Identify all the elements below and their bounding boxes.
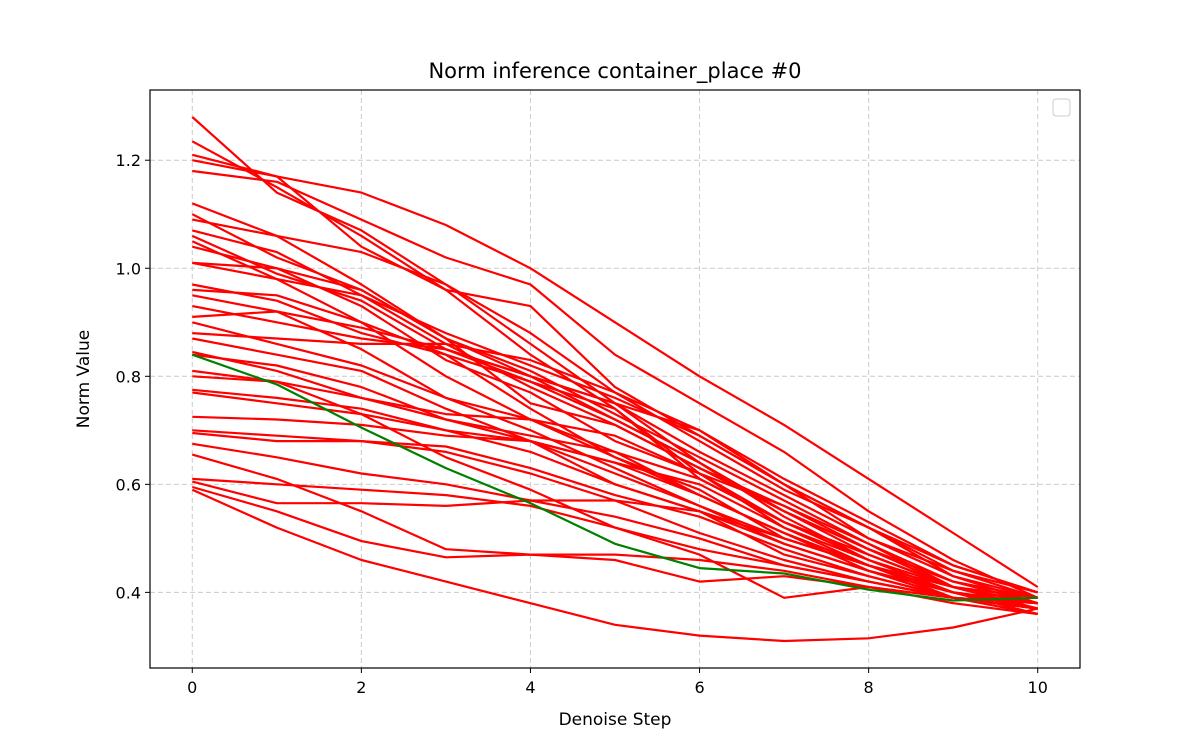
series-line-30 (192, 480, 1038, 605)
y-axis: 0.4 0.6 0.8 1.0 1.2 (116, 151, 150, 602)
series-lines (191, 116, 1039, 643)
x-tick-label: 4 (525, 678, 535, 697)
series-line-18 (192, 332, 1038, 599)
x-tick-label: 8 (864, 678, 874, 697)
x-tick-label: 6 (694, 678, 704, 697)
x-axis-label: Denoise Step (559, 710, 672, 730)
series-line-12 (192, 261, 1038, 610)
highlight-series-line (191, 353, 1038, 602)
grid-lines (150, 90, 1080, 668)
series-line-35 (192, 261, 1038, 594)
series-line-15 (192, 294, 1038, 616)
y-tick-label: 1.2 (116, 151, 141, 170)
series-line-2 (192, 153, 1039, 588)
series-line-20 (192, 353, 1038, 605)
series-line-14 (192, 288, 1038, 610)
x-axis: 0 2 4 6 8 10 (187, 668, 1048, 697)
series-line-21 (192, 375, 1038, 605)
series-line-7 (192, 218, 1038, 605)
series-line-3 (192, 169, 1039, 599)
x-tick-label: 2 (356, 678, 366, 697)
highlight-series (191, 353, 1038, 602)
series-line-16 (192, 310, 1038, 605)
series-line-36 (192, 305, 1039, 594)
y-axis-label: Norm Value (74, 330, 94, 428)
x-tick-label: 0 (187, 678, 197, 697)
y-tick-label: 1.0 (116, 259, 141, 278)
plot-frame (149, 89, 1081, 669)
chart-title: Norm inference container_place #0 (428, 59, 801, 84)
legend-box (1052, 98, 1071, 117)
y-tick-label: 0.6 (116, 475, 141, 494)
x-tick-label: 10 (1028, 678, 1048, 697)
y-tick-label: 0.4 (116, 583, 141, 602)
series-line-34 (192, 369, 1038, 605)
y-tick-label: 0.8 (116, 367, 141, 386)
series-line-24 (192, 415, 1038, 610)
series-line-32 (191, 488, 1038, 643)
series-line-4 (192, 159, 1039, 605)
series-line-33 (192, 350, 1038, 599)
